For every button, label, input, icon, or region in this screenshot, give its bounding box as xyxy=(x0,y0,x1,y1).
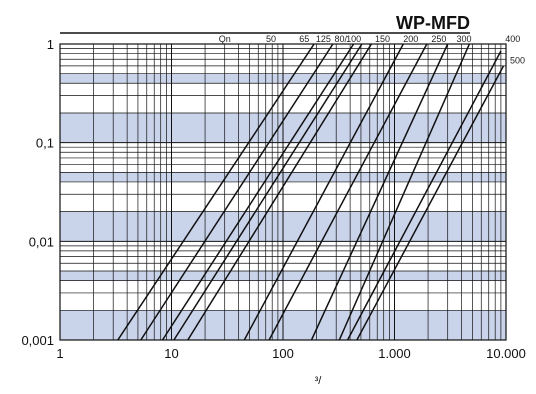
series-label: 200 xyxy=(403,34,418,44)
series-label: Qn xyxy=(219,34,231,44)
series-line-125 xyxy=(161,44,355,340)
x-axis-label: ³/ xyxy=(315,375,323,387)
series-line-80 xyxy=(173,44,363,340)
series-label-layer: Qn 50 65 125 80/100 150 200 250 300 400 500 xyxy=(219,34,525,66)
y-tick-label: 1 xyxy=(47,37,54,52)
y-tick-label: 0,1 xyxy=(36,136,54,151)
x-tick-label: 1 xyxy=(56,346,63,361)
plot-frame xyxy=(59,43,507,341)
series-line-500 xyxy=(356,65,505,340)
series-label: 125 xyxy=(316,34,331,44)
series-line-200 xyxy=(268,44,428,340)
series-line-100 xyxy=(187,44,373,340)
x-tick-label: 100 xyxy=(272,346,294,361)
series-label: 80/ xyxy=(335,34,348,44)
y-tick-label: 0,01 xyxy=(29,234,54,249)
series-line-65 xyxy=(140,44,334,340)
series-label: 150 xyxy=(375,34,390,44)
series-line-50 xyxy=(117,44,315,340)
series-label: 100 xyxy=(346,34,361,44)
y-tick-label: 0,001 xyxy=(21,333,54,348)
chart-title: WP-MFD xyxy=(396,13,470,33)
series-label: 300 xyxy=(456,34,471,44)
series-line-150 xyxy=(243,44,404,340)
series-line-250 xyxy=(310,44,449,340)
x-tick-label: 1.000 xyxy=(378,346,411,361)
grid-layer xyxy=(60,44,506,340)
series-layer xyxy=(117,44,505,340)
x-tick-label: 10.000 xyxy=(486,346,526,361)
series-label: 65 xyxy=(299,34,309,44)
x-tick-label: 10 xyxy=(164,346,178,361)
series-label: 400 xyxy=(505,34,520,44)
tick-label-layer: 1 10 100 1.000 10.000 0,001 0,01 0,1 1 xyxy=(21,37,525,361)
series-label: 50 xyxy=(266,34,276,44)
series-label: 500 xyxy=(510,56,525,66)
series-line-400 xyxy=(346,50,502,340)
series-line-300 xyxy=(338,44,471,340)
series-label: 250 xyxy=(431,34,446,44)
